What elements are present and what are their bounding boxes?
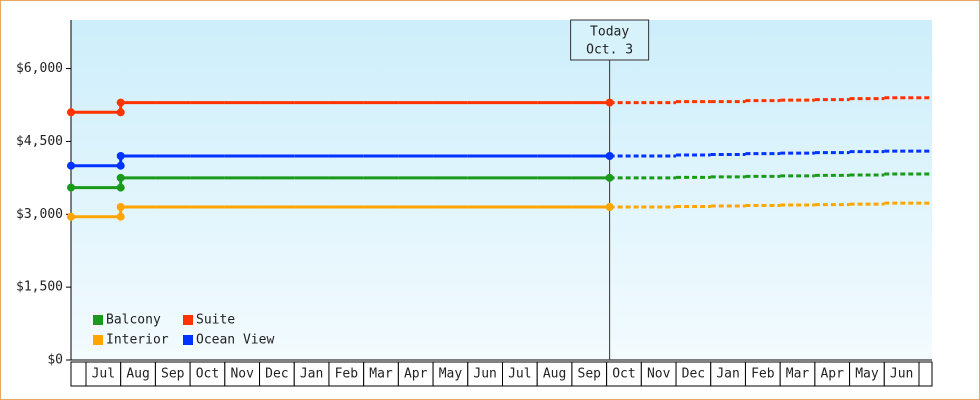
today-title: Today [590, 25, 629, 40]
x-axis-cell [154, 361, 191, 387]
x-axis-cell [70, 361, 87, 387]
x-tick-label: Dec [265, 367, 288, 382]
x-tick-label: Oct [612, 367, 635, 382]
today-date: Oct. 3 [586, 43, 633, 58]
x-tick-label: Dec [682, 367, 705, 382]
y-tick-label: $6,000 [16, 61, 63, 76]
x-axis-cell [918, 361, 933, 387]
point [67, 183, 75, 192]
point [67, 108, 75, 117]
point [116, 183, 125, 192]
legend-label: Interior [106, 333, 169, 348]
point [116, 203, 125, 211]
point [116, 152, 125, 160]
x-axis-cell [224, 361, 261, 387]
x-tick-label: Jan [716, 367, 739, 382]
x-tick-label: Jun [473, 367, 496, 382]
point [116, 98, 125, 107]
x-tick-label: Jul [92, 367, 115, 382]
x-tick-label: Apr [404, 367, 428, 382]
legend-swatch [93, 315, 103, 325]
x-tick-label: May [439, 367, 463, 382]
point [67, 212, 75, 221]
x-axis-cell [883, 361, 920, 387]
x-axis-cell [467, 361, 503, 387]
x-axis-cell [259, 361, 295, 387]
x-axis-cell [606, 361, 642, 387]
point [116, 161, 125, 170]
x-tick-label: Aug [543, 367, 566, 382]
x-tick-label: Jul [508, 367, 531, 382]
x-tick-label: Jun [890, 367, 913, 382]
x-axis-cell [432, 361, 469, 387]
x-tick-label: Sep [578, 367, 602, 382]
x-axis-cell [814, 361, 851, 387]
x-axis-cell [189, 361, 226, 387]
point [116, 108, 125, 117]
x-axis-cell [293, 361, 330, 387]
y-tick-label: $1,500 [16, 280, 63, 295]
today-box [570, 19, 650, 61]
x-tick-label: Feb [751, 367, 775, 382]
x-axis-cell [502, 361, 538, 387]
x-tick-label: Nov [647, 367, 671, 382]
x-axis-cell [849, 361, 885, 387]
plot-area [71, 20, 932, 360]
legend-label: Balcony [106, 313, 161, 328]
x-tick-label: Mar [786, 367, 810, 382]
legend-label: Suite [196, 313, 235, 328]
x-axis-cell [397, 361, 434, 387]
x-axis-cell [640, 361, 677, 387]
y-tick-label: $4,500 [16, 134, 63, 149]
legend-label: Ocean View [196, 333, 274, 348]
y-tick-label: $0 [47, 353, 63, 368]
x-tick-label: Jan [300, 367, 323, 382]
x-tick-label: May [855, 367, 879, 382]
point [116, 212, 125, 221]
x-tick-label: Apr [820, 367, 844, 382]
x-tick-label: Sep [161, 367, 185, 382]
legend-swatch [183, 335, 193, 345]
x-axis-cell [328, 361, 365, 387]
y-tick-label: $3,000 [16, 207, 63, 222]
legend-swatch [93, 335, 103, 345]
x-tick-label: Mar [369, 367, 393, 382]
point [116, 173, 125, 182]
x-tick-label: Aug [126, 367, 149, 382]
x-tick-label: Oct [196, 367, 219, 382]
x-axis-cell [363, 361, 399, 387]
legend-swatch [183, 315, 193, 325]
point [67, 161, 75, 170]
x-tick-label: Nov [230, 367, 254, 382]
x-tick-label: Feb [335, 367, 359, 382]
